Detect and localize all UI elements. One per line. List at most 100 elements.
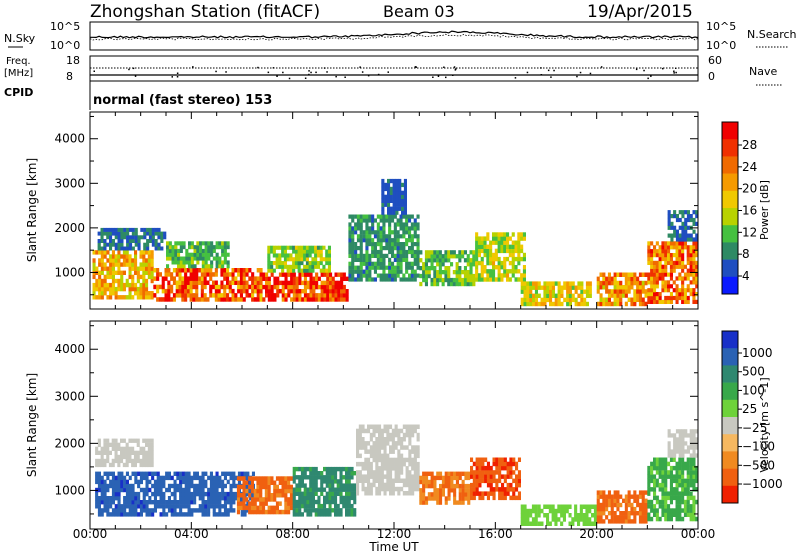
- echo-cell: [484, 474, 488, 479]
- echo-cell: [613, 297, 617, 302]
- echo-cell: [314, 466, 318, 472]
- echo-cell: [692, 512, 696, 517]
- echo-cell: [295, 280, 299, 286]
- echo-cell: [289, 497, 293, 502]
- echo-cell: [605, 280, 609, 286]
- echo-cell: [270, 509, 274, 515]
- echo-cell: [641, 272, 645, 277]
- echo-cell: [106, 235, 110, 240]
- echo-cell: [683, 504, 687, 509]
- echo-cell: [184, 471, 188, 476]
- echo-cell: [114, 231, 118, 236]
- echo-cell: [100, 496, 104, 501]
- echo-cell: [300, 491, 304, 496]
- echo-cell: [142, 278, 146, 284]
- echo-cell: [379, 249, 383, 255]
- echo-cell: [177, 248, 181, 253]
- echo-cell: [145, 266, 149, 271]
- echo-cell: [256, 288, 260, 294]
- echo-cell: [354, 257, 358, 262]
- echo-cell: [167, 483, 171, 489]
- echo-cell: [295, 466, 299, 472]
- echo-cell: [317, 276, 321, 281]
- echo-cell: [667, 241, 671, 246]
- echo-cell: [607, 280, 611, 286]
- echo-cell: [444, 471, 448, 476]
- echo-cell: [441, 492, 445, 497]
- echo-cell: [125, 254, 129, 259]
- echo-cell: [655, 478, 659, 484]
- echo-cell: [210, 260, 214, 265]
- echo-cell: [470, 487, 474, 492]
- echo-cell: [368, 261, 372, 266]
- echo-cell: [537, 293, 541, 298]
- echo-cell: [171, 256, 175, 261]
- echo-cell: [201, 264, 205, 269]
- echo-cell: [289, 257, 293, 262]
- echo-cell: [204, 491, 208, 497]
- echo-cell: [173, 500, 177, 505]
- echo-cell: [231, 268, 235, 273]
- echo-cell: [328, 471, 332, 476]
- echo-cell: [607, 289, 611, 294]
- echo-cell: [670, 221, 674, 226]
- echo-cell: [436, 500, 440, 505]
- echo-cell: [250, 509, 254, 515]
- echo-cell: [342, 466, 346, 472]
- echo-cell: [145, 471, 149, 476]
- echo-cell: [506, 465, 510, 471]
- echo-cell: [380, 470, 384, 475]
- echo-cell: [147, 450, 151, 455]
- echo-cell: [529, 281, 533, 286]
- echo-cell: [633, 506, 637, 512]
- echo-cell: [168, 256, 172, 261]
- echo-cell: [401, 182, 405, 188]
- echo-cell: [422, 488, 426, 493]
- echo-cell: [463, 258, 467, 263]
- echo-cell: [686, 210, 690, 215]
- echo-cell: [602, 272, 606, 277]
- echo-cell: [522, 232, 526, 237]
- echo-cell: [153, 500, 157, 505]
- echo-cell: [619, 293, 623, 298]
- echo-cell: [689, 253, 693, 258]
- echo-cell: [664, 245, 668, 250]
- echo-cell: [636, 293, 640, 298]
- echo-cell: [345, 289, 349, 294]
- echo-cell: [272, 253, 276, 258]
- echo-cell: [391, 249, 395, 255]
- echo-cell: [627, 519, 631, 524]
- echo-cell: [380, 457, 384, 463]
- echo-cell: [672, 491, 676, 496]
- echo-cell: [695, 470, 699, 475]
- cpid-text: normal (fast stereo) 153: [93, 93, 272, 108]
- echo-cell: [128, 246, 133, 251]
- echo-cell: [675, 284, 679, 289]
- echo-cell: [245, 272, 249, 277]
- echo-cell: [410, 277, 414, 282]
- echo-cell: [114, 454, 118, 460]
- echo-cell: [492, 491, 496, 496]
- echo-cell: [340, 284, 344, 290]
- echo-cell: [316, 261, 320, 266]
- echo-cell: [469, 250, 473, 255]
- echo-cell: [622, 272, 626, 277]
- echo-cell: [354, 265, 358, 270]
- echo-cell: [259, 272, 263, 277]
- echo-cell: [653, 288, 657, 293]
- echo-cell: [125, 471, 129, 476]
- echo-cell: [340, 293, 344, 298]
- echo-cell: [317, 284, 321, 290]
- echo-cell: [647, 465, 651, 471]
- echo-cell: [128, 483, 132, 489]
- echo-cell: [577, 513, 581, 518]
- echo-cell: [596, 502, 600, 508]
- echo-cell: [109, 227, 113, 232]
- echo-cell: [331, 483, 335, 488]
- echo-cell: [647, 491, 651, 496]
- echo-cell: [686, 260, 690, 265]
- echo-cell: [655, 495, 659, 501]
- echo-cell: [400, 457, 404, 463]
- echo-cell: [148, 231, 153, 236]
- echo-cell: [134, 262, 138, 267]
